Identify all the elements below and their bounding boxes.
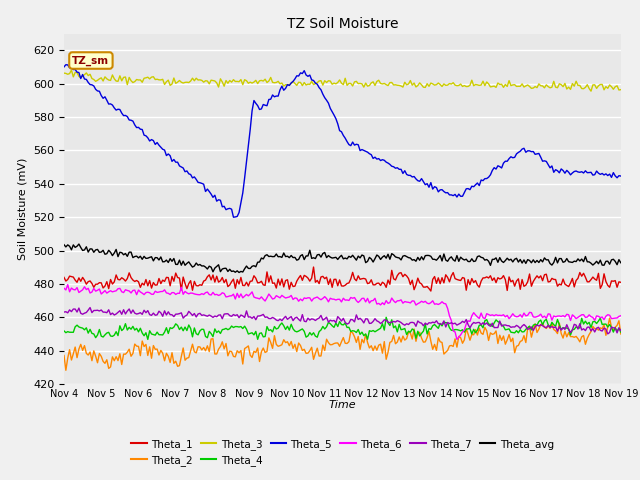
Line: Theta_6: Theta_6 — [64, 285, 621, 339]
Theta_5 — [64, 62, 72, 68]
Theta_avg — [62, 244, 70, 250]
Theta_3 — [403, 82, 410, 88]
Theta_4 — [60, 328, 68, 334]
Theta_1 — [533, 273, 541, 279]
Theta_1 — [62, 278, 70, 284]
Theta_2 — [60, 353, 68, 359]
Theta_avg — [533, 258, 541, 264]
Line: Theta_3: Theta_3 — [64, 70, 621, 91]
Theta_3 — [531, 84, 539, 89]
Theta_7 — [394, 318, 401, 324]
Theta_1 — [427, 288, 435, 294]
Theta_2 — [392, 341, 399, 347]
Theta_3 — [60, 70, 68, 76]
Theta_6 — [394, 298, 401, 304]
Theta_5 — [62, 62, 70, 68]
Theta_avg — [75, 241, 83, 247]
Theta_7 — [617, 328, 625, 334]
Theta_6 — [64, 282, 72, 288]
Theta_1 — [617, 279, 625, 285]
Line: Theta_7: Theta_7 — [64, 308, 621, 334]
Theta_7 — [86, 305, 94, 311]
Theta_6 — [453, 336, 461, 342]
Line: Theta_5: Theta_5 — [64, 65, 621, 217]
Theta_2 — [617, 331, 625, 337]
Theta_3 — [392, 82, 399, 88]
Theta_4 — [617, 329, 625, 335]
Theta_7 — [62, 309, 70, 314]
Theta_7 — [531, 324, 539, 330]
Theta_1 — [310, 264, 317, 270]
Legend: Theta_1, Theta_2, Theta_3, Theta_4, Theta_5, Theta_6, Theta_7, Theta_avg: Theta_1, Theta_2, Theta_3, Theta_4, Thet… — [127, 435, 558, 470]
Theta_1 — [60, 275, 68, 280]
Theta_6 — [62, 287, 70, 293]
Theta_5 — [396, 167, 403, 172]
Theta_7 — [392, 319, 399, 325]
Theta_4 — [394, 329, 401, 335]
Theta_4 — [144, 336, 152, 342]
Theta_2 — [62, 367, 70, 373]
Theta_1 — [403, 273, 410, 279]
Theta_1 — [568, 276, 576, 281]
Line: Theta_2: Theta_2 — [64, 318, 621, 370]
Theta_avg — [617, 260, 625, 265]
Line: Theta_avg: Theta_avg — [64, 244, 621, 273]
Y-axis label: Soil Moisture (mV): Soil Moisture (mV) — [17, 157, 28, 260]
Theta_4 — [404, 328, 412, 334]
Theta_4 — [396, 322, 403, 327]
Theta_4 — [62, 330, 70, 336]
Theta_5 — [568, 170, 576, 176]
Theta_6 — [617, 313, 625, 319]
Theta_3 — [566, 86, 574, 92]
Theta_2 — [64, 355, 72, 361]
Theta_5 — [394, 165, 401, 170]
Theta_avg — [394, 255, 401, 261]
Theta_5 — [404, 172, 412, 178]
Line: Theta_1: Theta_1 — [64, 267, 621, 291]
Theta_3 — [62, 71, 70, 76]
X-axis label: Time: Time — [328, 400, 356, 410]
Theta_5 — [533, 151, 541, 157]
Theta_2 — [403, 336, 410, 341]
Theta_7 — [566, 330, 574, 336]
Theta_avg — [60, 242, 68, 248]
Theta_avg — [236, 270, 243, 276]
Theta_2 — [531, 321, 539, 327]
Theta_3 — [587, 88, 595, 94]
Theta_3 — [68, 67, 76, 73]
Theta_1 — [394, 273, 401, 278]
Theta_7 — [604, 331, 612, 337]
Theta_5 — [230, 215, 237, 220]
Theta_6 — [533, 314, 541, 320]
Text: TZ_sm: TZ_sm — [72, 55, 109, 66]
Theta_2 — [606, 315, 614, 321]
Theta_3 — [394, 83, 401, 88]
Theta_2 — [394, 339, 401, 345]
Theta_5 — [617, 173, 625, 179]
Theta_6 — [403, 299, 410, 305]
Theta_6 — [392, 300, 399, 305]
Theta_4 — [568, 327, 576, 333]
Theta_6 — [60, 285, 68, 291]
Theta_1 — [392, 277, 399, 283]
Theta_avg — [404, 255, 412, 261]
Theta_6 — [568, 312, 576, 318]
Theta_2 — [566, 334, 574, 339]
Line: Theta_4: Theta_4 — [64, 317, 621, 339]
Theta_7 — [403, 321, 410, 326]
Theta_4 — [533, 323, 541, 328]
Theta_4 — [382, 314, 390, 320]
Theta_5 — [60, 64, 68, 70]
Theta_avg — [568, 260, 576, 265]
Title: TZ Soil Moisture: TZ Soil Moisture — [287, 17, 398, 31]
Theta_7 — [60, 309, 68, 315]
Theta_3 — [617, 87, 625, 93]
Theta_avg — [396, 255, 403, 261]
